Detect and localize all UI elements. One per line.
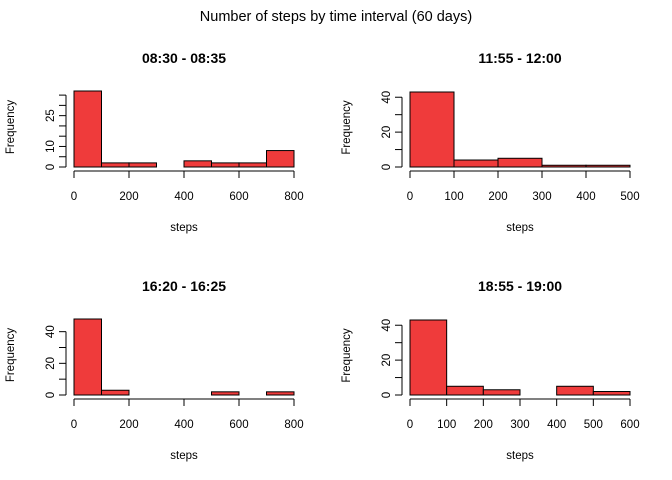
histogram-bar [556,385,594,396]
panel-title: 08:30 - 08:35 [142,50,226,66]
histogram-bar [101,162,130,168]
y-tick-label: 0 [45,392,57,398]
x-tick-label: 800 [284,191,303,203]
x-tick-label: 300 [532,191,551,203]
x-tick-label: 200 [119,419,138,431]
x-tick-label: 0 [71,419,77,431]
histogram-bar [453,159,499,168]
histogram-bar [592,391,631,396]
y-tick-label: 0 [45,164,57,170]
x-tick-label: 100 [444,191,463,203]
x-tick-label: 0 [407,419,413,431]
histogram-bar [585,164,631,168]
x-tick-label: 300 [510,419,529,431]
histogram-bar [266,150,295,168]
y-axis-title: Frequency [5,328,17,383]
y-tick-label: 40 [45,325,57,338]
histogram-bar [211,162,240,168]
panel-title: 16:20 - 16:25 [142,278,226,294]
x-tick-label: 400 [547,419,566,431]
x-tick-label: 200 [119,191,138,203]
y-tick-label: 40 [381,319,393,332]
x-tick-label: 200 [488,191,507,203]
histogram-bar [541,164,587,168]
y-tick-label: 0 [381,164,393,170]
x-tick-label: 0 [407,191,413,203]
histogram-panel-4: 18:55 - 19:00 0 100 200 300 400 500 600 0 20 40 ste… [341,278,640,462]
x-tick-label: 500 [584,419,603,431]
histogram-bar [238,162,267,168]
histogram-bar [266,391,295,396]
y-tick-label: 20 [381,354,393,367]
histogram-bar [409,319,448,396]
histogram-bar [73,318,102,396]
histogram-bar [211,391,240,396]
figure-title: Number of steps by time interval (60 day… [200,9,472,25]
histogram-panel-1: 08:30 - 08:35 0 200 400 600 800 0 10 25 steps Freq… [5,50,304,234]
y-tick-label: 20 [381,126,393,139]
histogram-panel-2: 11:55 - 12:00 0 100 200 300 400 500 0 20 40 steps F… [341,50,640,234]
panel-title: 18:55 - 19:00 [478,278,562,294]
y-tick-label: 25 [45,109,57,122]
histogram-bar [183,160,212,168]
y-tick-label: 10 [45,140,57,153]
x-tick-label: 200 [474,419,493,431]
y-tick-label: 40 [381,91,393,104]
histogram-bar [73,90,102,168]
y-axis-title: Frequency [341,328,353,383]
y-axis-title: Frequency [5,100,17,155]
histogram-bar [128,162,157,168]
panel-title: 11:55 - 12:00 [478,50,561,66]
x-tick-label: 500 [620,191,639,203]
x-axis-title: steps [170,450,198,462]
histogram-bar [101,389,130,396]
x-tick-label: 400 [174,191,193,203]
x-tick-label: 100 [437,419,456,431]
histogram-panel-3: 16:20 - 16:25 0 200 400 600 800 0 20 40 steps Freq… [5,278,304,462]
y-axis-title: Frequency [341,100,353,155]
y-tick-label: 0 [381,392,393,398]
histogram-bar [497,157,543,168]
histogram-bar [482,389,521,396]
histogram-bar [446,385,484,396]
histogram-bar [409,91,455,168]
x-tick-label: 400 [576,191,595,203]
x-tick-label: 600 [229,419,248,431]
x-axis-title: steps [170,222,198,234]
x-tick-label: 800 [284,419,303,431]
x-tick-label: 400 [174,419,193,431]
x-tick-label: 0 [71,191,77,203]
x-axis-title: steps [506,222,534,234]
x-axis-title: steps [506,450,534,462]
x-tick-label: 600 [620,419,639,431]
y-tick-label: 20 [45,357,57,370]
x-tick-label: 600 [229,191,248,203]
